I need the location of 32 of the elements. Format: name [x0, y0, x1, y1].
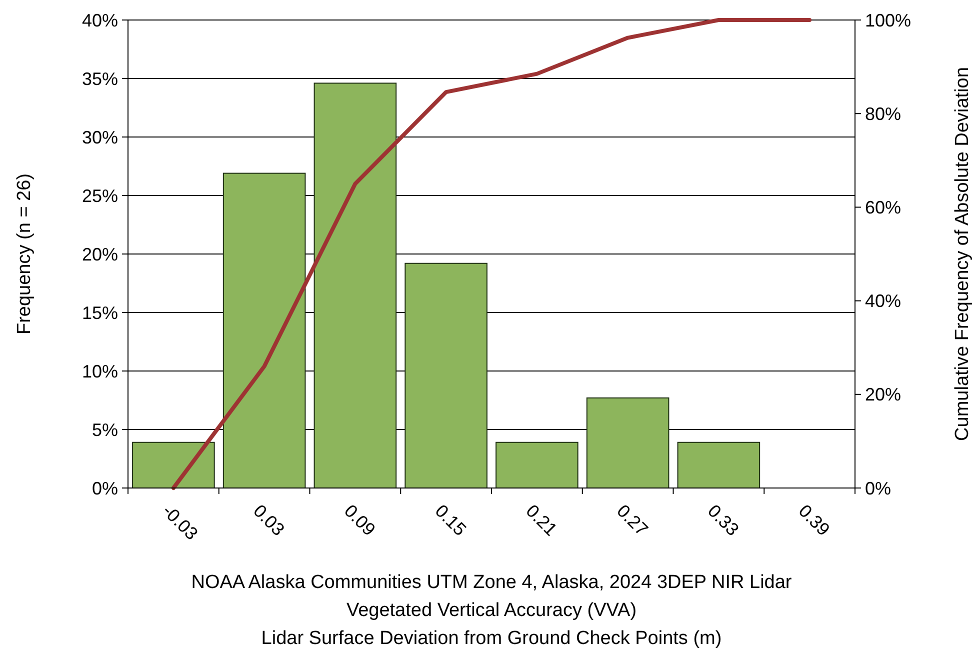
- y2-tick-label: 0%: [865, 478, 892, 498]
- y2-tick-label: 80%: [865, 104, 902, 124]
- y2-tick-label: 20%: [865, 384, 902, 405]
- line-series: [171, 18, 812, 490]
- y-tick-label: 40%: [82, 10, 118, 30]
- x-tick-label: 0.03: [249, 500, 288, 540]
- bar: [314, 82, 397, 488]
- x-tick-label: 0.09: [340, 500, 380, 540]
- x-axis-title: NOAA Alaska Communities UTM Zone 4, Alaska, 2024 3DEP NIR Lidar Vegetated Vertical Accuracy (VVA) Lidar Surface Deviation from Ground Check Points (m): [191, 572, 792, 649]
- y-tick-label: 15%: [82, 302, 118, 323]
- x-tick-label: 0.39: [794, 500, 834, 540]
- bar: [222, 172, 306, 488]
- y-tick-label: 35%: [82, 68, 118, 89]
- bar: [586, 397, 670, 488]
- y-axis-title: Frequency (n = 26): [14, 173, 35, 335]
- bar: [677, 442, 760, 488]
- y-tick-label: 10%: [82, 361, 118, 382]
- y2-axis-title: Cumulative Frequency of Absolute Deviation: [952, 67, 973, 441]
- y-tick-label: 5%: [92, 420, 118, 440]
- y-tick-label: 25%: [82, 186, 118, 206]
- y2-tick-label: 100%: [865, 10, 912, 30]
- y-tick-label: 30%: [82, 127, 118, 148]
- x-tick-label: 0.27: [612, 500, 652, 540]
- y2-tick-label: 40%: [865, 291, 902, 312]
- bar: [496, 442, 578, 488]
- bar: [132, 442, 215, 488]
- y2-tick-label: 60%: [865, 198, 902, 218]
- y-tick-label: 20%: [82, 244, 118, 264]
- x-tick-label: 0.33: [704, 500, 743, 540]
- bar: [404, 262, 488, 488]
- y-tick-label: 0%: [92, 478, 118, 498]
- x-tick-label: 0.15: [431, 500, 470, 540]
